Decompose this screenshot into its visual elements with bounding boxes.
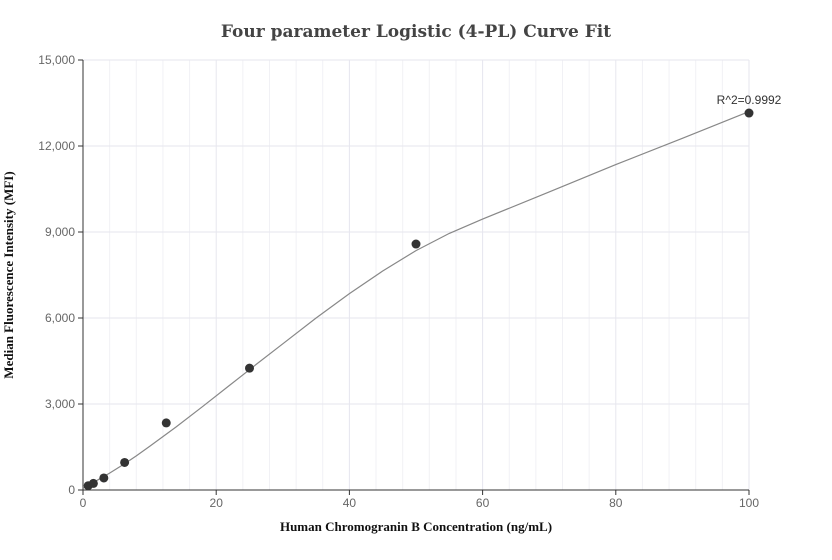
tick-labels: 0 20 40 60 80 100 0 3,000 6,000 9,000 12,000 15,000 — [38, 53, 759, 510]
y-tick-label: 15,000 — [38, 53, 75, 67]
y-tick-label: 3,000 — [45, 397, 75, 411]
x-tick-label: 40 — [343, 496, 357, 510]
data-point — [99, 473, 109, 483]
fit-curve-layer — [82, 111, 750, 489]
chart-title: Four parameter Logistic (4-PL) Curve Fit — [220, 22, 612, 42]
y-tick-label: 6,000 — [45, 311, 75, 325]
data-point — [88, 478, 98, 488]
axes — [78, 59, 750, 495]
x-tick-label: 0 — [80, 496, 87, 510]
x-tick-label: 100 — [739, 496, 759, 510]
data-point — [744, 108, 754, 118]
y-tick-label: 9,000 — [45, 225, 75, 239]
data-points — [83, 108, 754, 491]
y-tick-label: 12,000 — [38, 139, 75, 153]
data-point — [120, 457, 130, 467]
y-tick-label: 0 — [68, 483, 75, 497]
x-tick-label: 80 — [609, 496, 623, 510]
grid — [83, 59, 750, 490]
x-axis-label: Human Chromogranin B Concentration (ng/m… — [280, 519, 552, 534]
x-tick-label: 20 — [210, 496, 224, 510]
r-squared-annotation: R^2=0.9992 — [717, 93, 782, 107]
data-point — [245, 363, 254, 373]
y-axis-label: Median Fluorescence Intensity (MFI) — [1, 171, 16, 378]
data-point — [411, 239, 421, 249]
data-point — [161, 418, 171, 428]
fit-curve-line — [82, 111, 750, 489]
x-tick-label: 60 — [476, 496, 490, 510]
